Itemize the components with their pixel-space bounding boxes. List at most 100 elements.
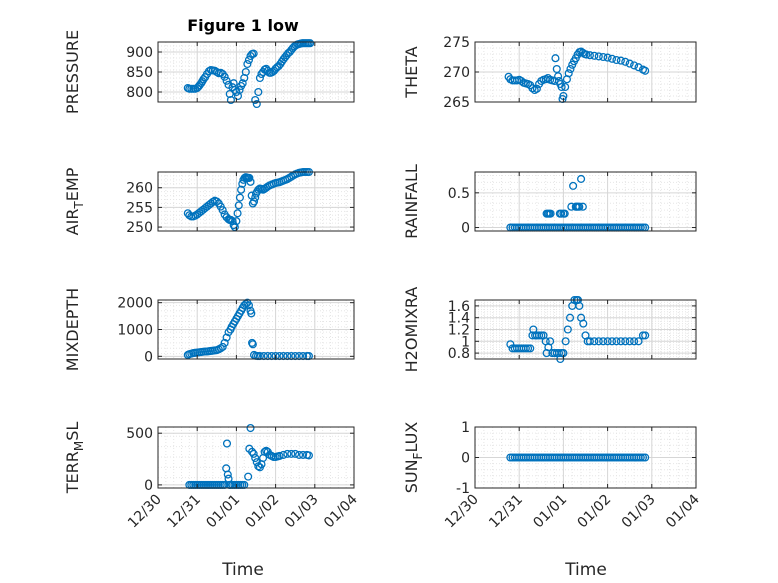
data-point [561,82,570,92]
data-point [634,63,643,72]
data-point [243,59,252,69]
data-point [636,453,645,462]
y-tick-label: 0.8 [448,346,470,362]
data-point [283,449,292,458]
data-point [291,449,300,458]
data-point [641,66,650,75]
data-point [599,337,608,346]
data-point [557,209,566,218]
data-point [590,51,599,60]
data-point [248,447,257,456]
data-point [220,72,229,81]
y-axis-label: H2OMIXRA [402,287,421,373]
data-point [569,181,578,190]
data-point [232,217,241,226]
data-point [230,85,239,95]
data-point [551,54,560,63]
y-axis-label: THETA [402,46,421,98]
x-tick-label: 01/03 [619,492,659,532]
data-point [612,55,621,65]
y-tick-label: 270 [443,65,470,81]
y-tick-label: 1 [461,420,470,436]
y-axis-label: SUNFLUX [402,422,425,494]
axes-box [157,426,355,489]
data-point [578,202,587,211]
data-point [575,202,584,211]
x-tick-label: 12/31 [164,492,204,532]
data-point [216,344,225,353]
data-point [295,450,304,459]
data-point [603,53,612,62]
data-point [245,173,254,182]
x-tick-label: 12/30 [125,492,165,532]
data-point [304,451,313,460]
y-tick-label: 2000 [117,296,153,312]
data-point [244,55,253,65]
data-point [543,73,552,83]
x-tick-label: 01/03 [282,492,322,532]
x-tick-label: 01/04 [663,491,703,531]
y-tick-label: 250 [126,220,153,236]
data-point [249,49,258,58]
data-point [220,338,229,347]
data-point [251,95,260,105]
data-point [235,193,244,202]
figure-title: Figure 1 low [187,16,299,35]
y-tick-label: 850 [126,65,153,81]
data-point [506,340,515,349]
data-point [298,450,308,459]
data-point [564,69,573,78]
data-point [241,67,250,77]
data-point [566,64,575,74]
x-tick-label: 12/30 [442,492,482,532]
data-point [616,337,625,346]
data-point [621,57,630,66]
data-point [599,52,608,62]
data-point [248,340,257,349]
data-point [275,451,284,460]
y-tick-label: 800 [126,85,153,101]
panel-terr-msl: 0 500 12/30 12/31 01/01 01/02 01/03 01/04 TERRMS… [63,422,361,532]
axes-box [474,171,697,232]
data-point [575,301,584,310]
data-point [585,51,594,60]
data-point [607,54,617,63]
data-point [641,453,650,462]
data-point [577,174,586,183]
data-point [612,337,621,346]
data-point [625,59,634,68]
y-tick-label: 0 [461,221,470,237]
panel-theta: 265 270 275 THETA [402,35,697,111]
y-tick-label: 1.6 [448,299,470,315]
data-point [565,313,575,322]
data-point [537,331,546,340]
x-tick-label: 01/01 [203,492,243,532]
x-axis-label-right: Time [564,560,607,580]
x-tick-label: 12/31 [486,492,526,532]
y-tick-label: 1.4 [448,311,470,327]
y-tick-label: 265 [443,95,470,111]
panel-air-temp: 250 255 260 AIRTEMP [63,167,355,236]
panel-rainfall: 0 0.5 RAINFALL [402,164,697,239]
data-point [594,52,603,61]
data-point [251,453,260,463]
data-point [249,197,259,206]
data-point [563,325,572,334]
data-point [306,39,315,48]
data-point [222,76,231,85]
panel-mixdepth: 0 1000 2000 MIXDEPTH [63,288,355,371]
data-point [252,99,261,109]
data-point [234,201,243,210]
y-tick-label: 0 [144,478,153,494]
data-point [594,337,603,346]
y-tick-label: 260 [126,181,153,197]
data-point [526,344,535,353]
data-point [218,206,227,215]
y-axis-label: RAINFALL [402,164,421,239]
data-point [523,344,533,353]
data-point [560,209,569,218]
y-tick-label: 0.5 [448,186,470,202]
data-point [590,337,599,346]
data-point [616,56,625,65]
data-point [246,423,255,433]
